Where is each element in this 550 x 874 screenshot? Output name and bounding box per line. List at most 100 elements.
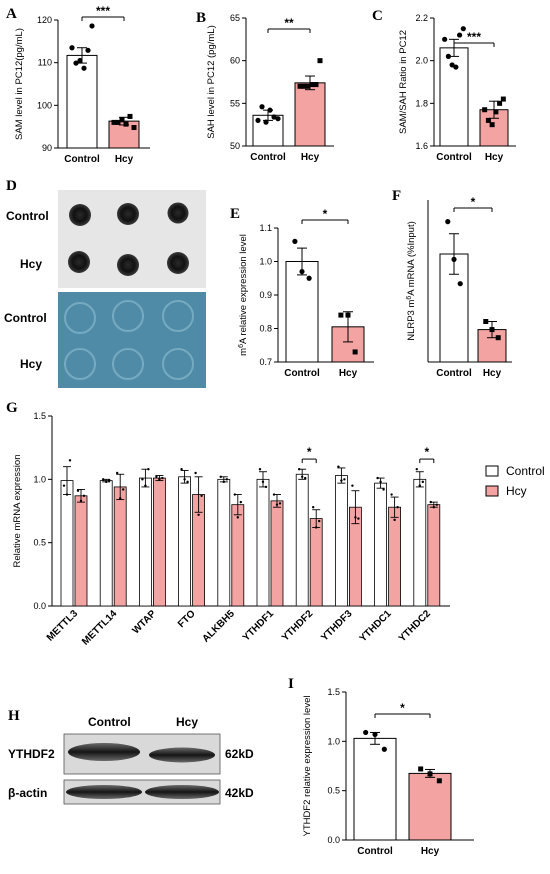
data-point <box>263 119 269 125</box>
data-point <box>299 268 305 275</box>
data-point <box>301 83 307 89</box>
panel-letter-b: B <box>196 10 206 26</box>
western-column-label: Hcy <box>176 715 198 729</box>
chart-panel-b: 50 55 60 65 Control Hcy ** SAH level in PC12 (p… <box>206 13 334 163</box>
data-point <box>313 82 319 88</box>
significance-label: * <box>400 701 405 715</box>
bar-control <box>413 478 427 607</box>
data-point <box>186 480 189 484</box>
data-point <box>102 478 105 481</box>
data-point <box>451 256 457 262</box>
x-tick-label: Hcy <box>301 152 320 163</box>
western-row-label: β-actin <box>8 786 47 800</box>
y-tick-label: 1.8 <box>415 98 428 108</box>
data-point <box>298 468 301 471</box>
significance-label: ** <box>284 16 294 30</box>
data-point <box>429 500 432 504</box>
x-tick-label: YTHDC2 <box>397 608 433 644</box>
data-point <box>418 766 424 772</box>
x-tick-label: ALKBH5 <box>200 608 237 645</box>
membrane-spot <box>162 348 194 380</box>
legend-swatch <box>485 465 499 477</box>
data-point <box>81 65 87 71</box>
bar-control <box>66 54 98 149</box>
data-point <box>144 484 147 487</box>
x-tick-label: Hcy <box>485 152 504 163</box>
x-tick-label: YTHDF1 <box>241 608 277 644</box>
bar-hcy <box>294 82 326 147</box>
data-point <box>77 57 83 64</box>
y-tick-label: 55 <box>230 98 240 108</box>
chart-panel-f: Control Hcy * NLRP3 m6A mRNA (%Input) <box>406 195 512 379</box>
data-point <box>363 729 369 736</box>
bar-hcy <box>231 504 245 607</box>
data-point <box>264 485 268 489</box>
western-band <box>68 743 140 761</box>
membrane-spot <box>162 300 194 332</box>
data-point <box>421 480 424 484</box>
data-point <box>390 493 393 496</box>
data-point <box>485 117 491 123</box>
x-tick-label: Hcy <box>115 154 134 165</box>
data-point <box>379 480 382 484</box>
data-point <box>445 53 451 60</box>
bar-hcy <box>408 772 452 841</box>
y-axis-label: m6A relative expression level <box>238 234 250 356</box>
western-blot: Control Hcy YTHDF2 β-actin 62kD 42kD <box>8 715 254 805</box>
data-point <box>312 506 315 509</box>
membrane-spot <box>64 302 96 334</box>
data-point <box>418 484 421 487</box>
data-point <box>338 312 344 318</box>
bar-control <box>439 47 469 147</box>
y-tick-label: 110 <box>38 58 52 68</box>
x-tick-label: Control <box>64 154 100 165</box>
data-point <box>123 121 129 127</box>
data-point <box>141 478 144 481</box>
western-band <box>149 747 215 763</box>
legend-label: Hcy <box>506 484 527 498</box>
x-tick-label: Hcy <box>421 846 440 857</box>
data-point <box>73 60 79 66</box>
data-point <box>272 493 276 496</box>
membrane-spot <box>112 348 144 380</box>
data-point <box>233 493 236 496</box>
chart-panel-i: 0.0 0.5 1.0 1.5 Control Hcy * YTHDF2 relative e… <box>302 687 474 857</box>
y-tick-label: 1.0 <box>259 257 272 267</box>
x-tick-label: Control <box>357 846 393 857</box>
data-point <box>315 526 318 529</box>
data-point <box>445 219 451 225</box>
y-tick-label: 2.2 <box>415 13 428 23</box>
data-point <box>297 83 303 89</box>
significance-label: * <box>307 445 312 459</box>
bar-control <box>60 480 74 607</box>
data-point <box>180 468 183 471</box>
y-tick-label: 1.5 <box>33 411 46 421</box>
panel-letter-f: F <box>392 188 401 204</box>
panel-letter-c: C <box>372 8 383 24</box>
data-point <box>337 465 340 468</box>
y-tick-label: 0.0 <box>33 601 46 611</box>
bar-control <box>178 476 192 607</box>
data-point <box>292 238 298 244</box>
x-tick-label: Hcy <box>483 368 502 379</box>
data-point <box>396 506 399 509</box>
data-point <box>116 471 119 475</box>
data-point <box>354 516 357 519</box>
data-point <box>460 26 466 32</box>
panel-letter-g: G <box>6 400 18 416</box>
x-tick-label: YTHDC1 <box>358 608 394 644</box>
bar-control <box>353 737 397 841</box>
data-point <box>147 468 150 471</box>
blot-spot <box>69 204 91 226</box>
bar-control <box>256 478 270 607</box>
data-point <box>271 114 277 120</box>
y-tick-label: 1.1 <box>259 223 272 233</box>
significance-label: * <box>323 207 328 221</box>
membrane-spot <box>64 348 96 380</box>
western-size-label: 62kD <box>225 747 254 761</box>
data-point <box>68 459 72 462</box>
data-point <box>82 494 86 497</box>
data-point <box>304 476 307 480</box>
data-point <box>183 478 186 481</box>
data-point <box>194 471 197 475</box>
